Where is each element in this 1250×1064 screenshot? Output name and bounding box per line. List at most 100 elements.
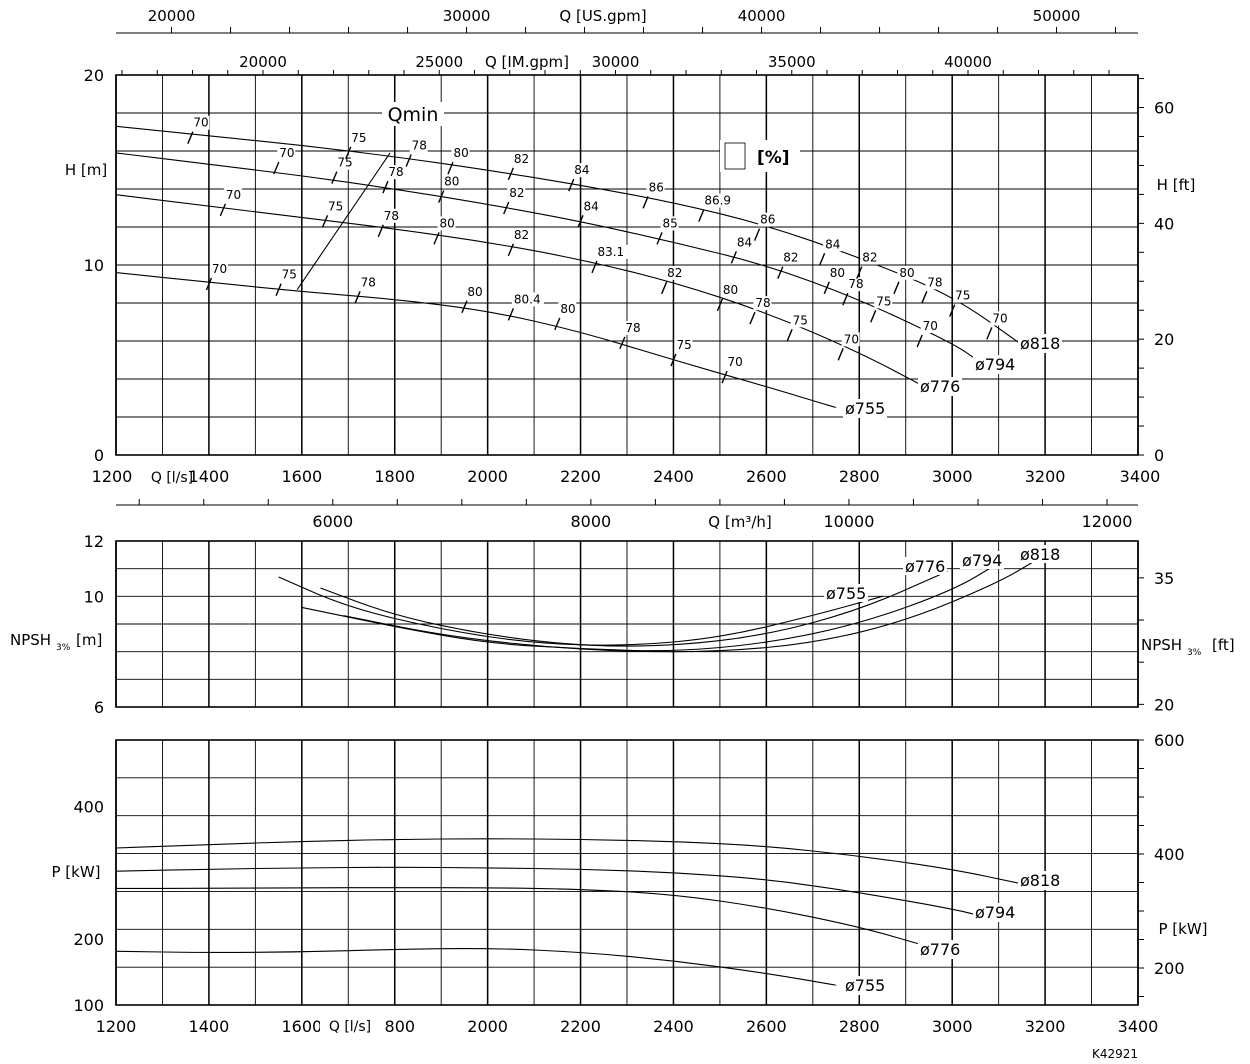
efficiency-label: 78 [848,277,863,291]
efficiency-label: 75 [328,199,343,213]
power-right-tick-label: 400 [1154,845,1185,864]
efficiency-label-bg [595,244,628,259]
efficiency-label: 70 [728,355,743,369]
head-series-label-bg [843,399,887,418]
imgpm-axis-label: Q [IM.gpm] [485,53,569,71]
efficiency-tick [856,266,863,279]
npsh-y-axis-label-main: NPSH [10,631,51,649]
efficiency-label-bg [572,163,591,178]
efficiency-tick [893,281,900,295]
power-y-tick-label: 200 [73,930,104,949]
efficiency-label: 75 [282,268,297,282]
efficiency-label-bg [581,199,600,214]
efficiency-label: 84 [825,237,840,251]
efficiency-label: 78 [388,165,403,179]
efficiency-tick [619,336,626,350]
power-grid [115,739,1139,1006]
efficiency-label: 80 [444,175,459,189]
efficiency-tick [949,304,956,317]
npsh-ft-tick-label: 35 [1154,569,1174,588]
efficiency-tick [507,243,515,257]
npsh-ft-axis-label-main: NPSH [1141,636,1182,654]
power-x-tick-label: 2600 [746,1017,787,1036]
head-series-label: ø776 [920,377,960,396]
efficiency-label: 82 [514,228,529,242]
efficiency-tick [219,203,226,217]
efficiency-label-bg [349,130,368,145]
power-series-label: ø776 [920,940,960,959]
efficiency-label: 80 [453,146,468,160]
efficiency-label: 82 [509,186,524,200]
npsh-series-label: ø794 [962,551,1002,570]
npsh-series-label-bg [1018,545,1062,563]
power-curve-ø794 [115,866,981,917]
efficiency-label: 70 [226,188,241,202]
head-x-tick-label: 3200 [1025,467,1066,486]
npsh-series-label: ø755 [826,584,866,603]
efficiency-tick [591,260,598,274]
npsh-y-axis-label-unit: [m] [76,631,102,649]
efficiency-tick [507,308,515,321]
efficiency-label-bg [860,250,879,265]
efficiency-tick [321,215,329,228]
head-x-axis-label: Q [l/s] [151,470,193,486]
efficiency-tick [205,277,213,291]
head-x-tick-label: 1200 [92,467,133,486]
head-x-tick-label: 2800 [839,467,880,486]
efficiency-label-bg [326,199,345,214]
efficiency-label-bg [846,277,865,292]
efficiency-label-bg [725,355,744,370]
efficiency-tick [461,300,468,314]
power-series-label: ø818 [1020,871,1060,890]
efficiency-label: 84 [737,235,752,249]
power-x-tick-label: 3200 [1025,1017,1066,1036]
efficiency-label: 80 [467,285,482,299]
npsh-ft-tick-label: 20 [1154,695,1174,714]
head-x-tick-label: 1600 [281,467,322,486]
efficiency-label: 70 [992,311,1007,325]
efficiency-label: 75 [955,289,970,303]
efficiency-label-bg [558,301,577,316]
npsh-frame [115,540,1139,708]
efficiency-label: 82 [862,251,877,265]
efficiency-label-bg [790,313,809,328]
efficiency-label: 84 [574,163,589,177]
efficiency-label: 75 [337,156,352,170]
efficiency-label-bg [511,151,530,166]
efficiency-label: 84 [584,199,599,213]
efficiency-tick [382,180,389,194]
usgpm-tick-label: 30000 [443,7,491,25]
efficiency-label: 78 [755,296,770,310]
efficiency-label: 70 [923,319,938,333]
power-x-axis-label-bg [320,1018,384,1036]
head-series-label: ø818 [1020,334,1060,353]
imgpm-tick-label: 40000 [944,53,992,71]
head-series-label-bg [918,377,962,396]
efficiency-label: 85 [663,216,678,230]
head-curve-ø755 [115,272,837,409]
efficiency-label-bg [209,262,228,276]
qmin-line [296,152,391,291]
efficiency-tick [331,171,338,184]
power-x-tick-label: 2400 [653,1017,694,1036]
npsh-series-label-bg [960,551,1004,569]
power-curve-ø818 [115,838,1023,885]
efficiency-tick [730,251,737,264]
efficiency-label: 80 [560,302,575,316]
efficiency-label-bg [623,320,642,335]
power-series-label-bg [973,903,1017,922]
power-y-axis-label: P [kW] [51,863,100,881]
efficiency-tick [661,281,668,295]
efficiency-label: 70 [193,116,208,130]
efficiency-label: 75 [351,131,366,145]
efficiency-label-bg [442,174,461,189]
efficiency-label: 78 [927,275,942,289]
head-ft-tick-label: 40 [1154,214,1174,233]
efficiency-label-bg [990,311,1009,326]
efficiency-label: 80 [899,266,914,280]
usgpm-axis-label: Q [US.gpm] [559,7,646,25]
head-series-label-bg [1018,334,1062,353]
eff-legend-swatch [724,142,746,170]
efficiency-tick [916,334,923,348]
efficiency-tick [786,329,793,342]
